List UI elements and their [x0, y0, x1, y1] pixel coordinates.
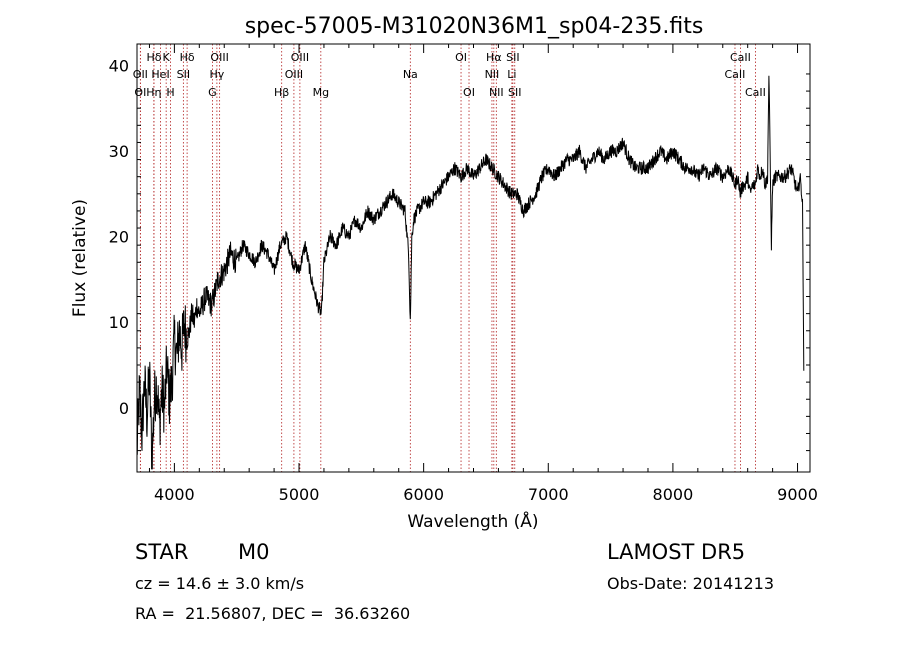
- line-marker-label: OI: [134, 86, 146, 99]
- y-tick-label: 20: [109, 228, 129, 247]
- line-marker-label: OIII: [210, 51, 228, 64]
- line-marker-label: Hβ: [274, 86, 289, 99]
- y-axis-ticks: 0 10 20 30 40: [109, 56, 810, 452]
- spectrum-series: [136, 75, 805, 470]
- plot-frame: [136, 43, 811, 473]
- coordinates-text: RA = 21.56807, DEC = 36.63260: [135, 604, 411, 623]
- y-tick-label: 0: [119, 399, 129, 418]
- x-tick-label: 6000: [403, 485, 444, 504]
- x-tick-label: 5000: [279, 485, 320, 504]
- line-marker-label: Hδ: [146, 51, 161, 64]
- y-tick-label: 30: [109, 142, 129, 161]
- line-marker-label: Hδ: [180, 51, 195, 64]
- line-marker-label: Li: [507, 68, 516, 81]
- line-marker-label: Hα: [486, 51, 502, 64]
- survey-name: LAMOST DR5: [607, 540, 746, 564]
- line-marker-label: OIII: [291, 51, 309, 64]
- line-marker-label: OI: [455, 51, 467, 64]
- line-marker-label: SII: [508, 86, 521, 99]
- object-class: STAR: [135, 540, 189, 564]
- object-subclass: M0: [238, 540, 270, 564]
- line-marker-label: SII: [177, 68, 190, 81]
- line-marker-label: Hη: [146, 86, 161, 99]
- line-marker-label: OI: [463, 86, 475, 99]
- line-marker-label: Hγ: [209, 68, 224, 81]
- obs-date: Obs-Date: 20141213: [607, 574, 775, 593]
- line-marker-label: Mg: [313, 86, 329, 99]
- x-axis-label: Wavelength (Å): [407, 510, 538, 532]
- line-marker-label: Na: [403, 68, 418, 81]
- line-marker-label: K: [163, 51, 171, 64]
- y-tick-label: 10: [109, 313, 129, 332]
- line-marker-label: OII: [133, 68, 148, 81]
- line-marker-label: NII: [489, 86, 504, 99]
- line-marker-label: G: [208, 86, 217, 99]
- x-axis-ticks: 4000 5000 6000 7000 8000 9000: [148, 44, 818, 504]
- y-axis-label: Flux (relative): [70, 199, 90, 317]
- line-marker-label: CaII: [730, 51, 751, 64]
- line-marker-label: CaII: [745, 86, 766, 99]
- chart-title: spec-57005-M31020N36M1_sp04-235.fits: [245, 14, 704, 39]
- line-marker-label: SII: [506, 51, 519, 64]
- x-tick-label: 8000: [653, 485, 694, 504]
- line-markers: [139, 44, 756, 472]
- x-tick-label: 9000: [777, 485, 818, 504]
- x-tick-label: 4000: [154, 485, 195, 504]
- line-marker-label: H: [166, 86, 174, 99]
- line-marker-label: NII: [485, 68, 500, 81]
- line-marker-label: CaII: [725, 68, 746, 81]
- redshift-text: cz = 14.6 ± 3.0 km/s: [135, 574, 305, 593]
- x-tick-label: 7000: [528, 485, 569, 504]
- line-marker-label: OIII: [285, 68, 303, 81]
- line-marker-label: HeI: [151, 68, 169, 81]
- y-tick-label: 40: [109, 56, 129, 75]
- spectrum-line: [136, 75, 805, 470]
